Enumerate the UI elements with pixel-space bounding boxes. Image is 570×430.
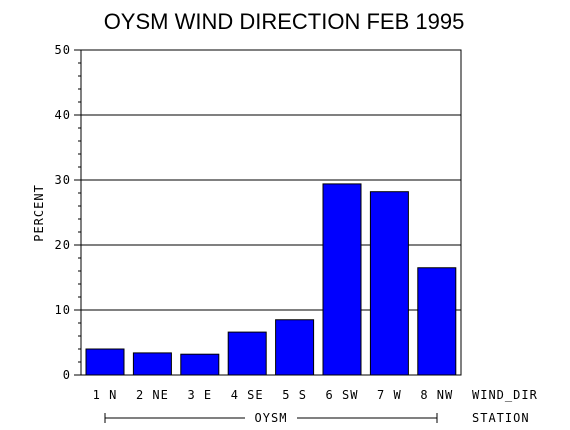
x-tick-label: 6 SW [326, 388, 359, 402]
y-tick-label: 10 [55, 303, 71, 317]
group-axis-label: STATION [472, 411, 530, 425]
chart-title: OYSM WIND DIRECTION FEB 1995 [104, 9, 465, 34]
y-axis-ticks: 0 10 20 30 40 50 [55, 43, 81, 382]
group-label: OYSM [255, 411, 288, 425]
y-tick-label: 20 [55, 238, 71, 252]
y-tick-label: 30 [55, 173, 71, 187]
x-tick-label: 1 N [93, 388, 118, 402]
bar [417, 267, 457, 376]
bars [85, 183, 457, 376]
x-tick-label: 8 NW [420, 388, 453, 402]
bar [227, 331, 267, 376]
bar [180, 353, 220, 376]
x-axis-label: WIND_DIR [472, 388, 538, 402]
x-tick-label: 3 E [187, 388, 212, 402]
y-tick-label: 50 [55, 43, 71, 57]
bar [369, 191, 409, 376]
group-label-bg [245, 410, 297, 426]
plot-frame [80, 49, 462, 376]
y-tick-label: 40 [55, 108, 71, 122]
y-axis-label: PERCENT [32, 184, 46, 242]
x-tick-label: 5 S [282, 388, 307, 402]
bar [132, 352, 172, 376]
bar [85, 348, 125, 376]
x-axis-labels: 1 N 2 NE 3 E 4 SE 5 S 6 SW 7 W 8 NW [93, 388, 453, 402]
x-tick-label: 7 W [377, 388, 402, 402]
bar [275, 319, 315, 376]
bar [322, 183, 362, 376]
x-tick-label: 4 SE [231, 388, 264, 402]
y-tick-label: 0 [63, 368, 71, 382]
x-tick-label: 2 NE [136, 388, 169, 402]
